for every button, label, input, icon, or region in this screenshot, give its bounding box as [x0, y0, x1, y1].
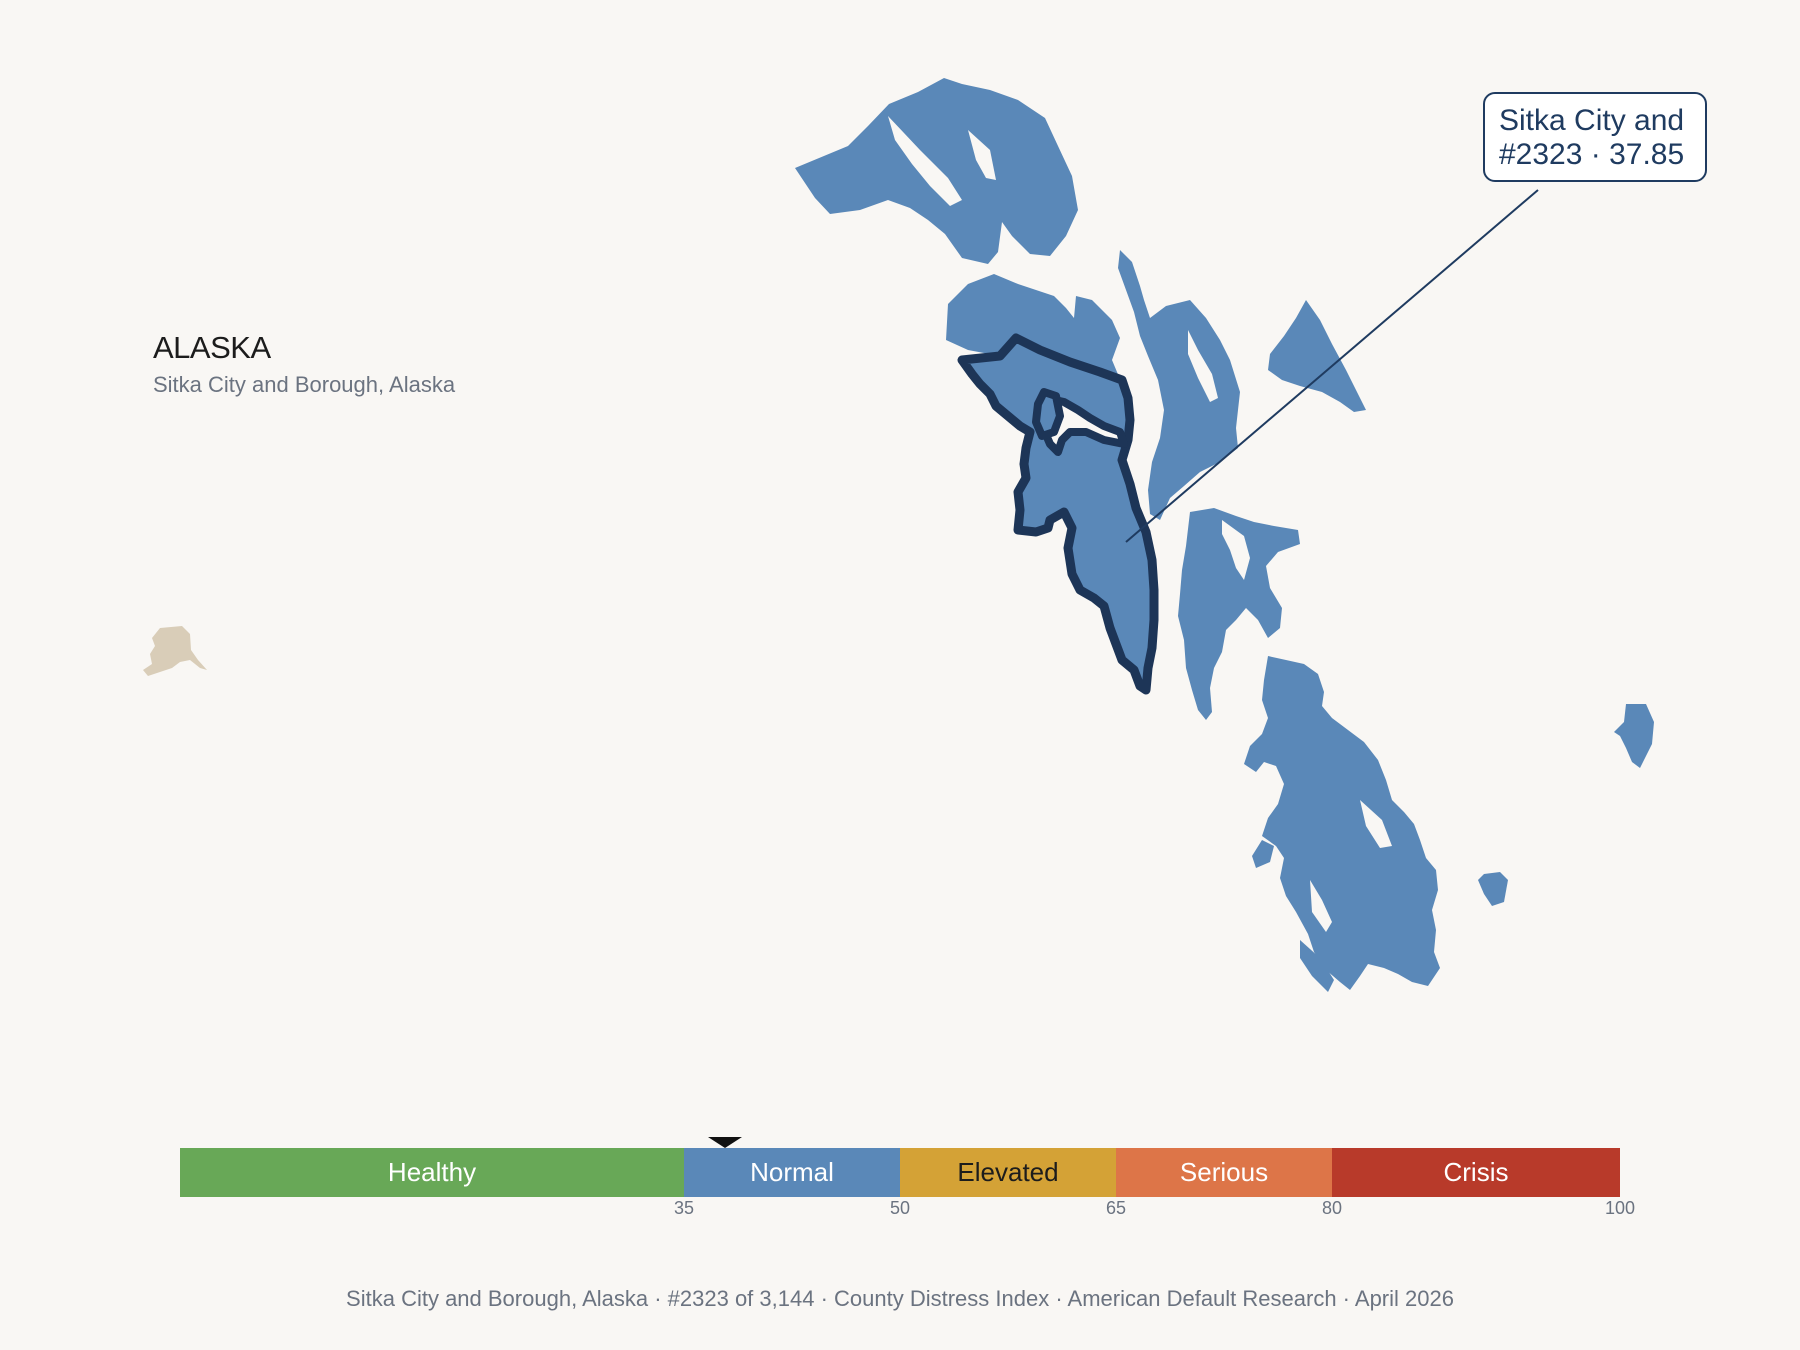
scale-segment-normal: Normal	[684, 1148, 900, 1197]
scale-segment-elevated: Elevated	[900, 1148, 1116, 1197]
footer-credit: Sitka City and Borough, Alaska · #2323 o…	[346, 1286, 1454, 1311]
scale-tick-label: 50	[889, 1198, 911, 1218]
county-mainland-east[interactable]	[1268, 300, 1366, 412]
county-prince-of-wales[interactable]	[1244, 656, 1440, 990]
scale-tick-label: 35	[673, 1198, 695, 1218]
county-callout: Sitka City and #2323 · 37.85	[1483, 92, 1707, 182]
county-petersburg[interactable]	[1178, 508, 1300, 720]
sitka-county[interactable]	[957, 333, 1159, 695]
county-subtitle: Sitka City and Borough, Alaska	[153, 372, 456, 397]
scale-segment-serious: Serious	[1116, 1148, 1332, 1197]
scale-segment-crisis: Crisis	[1332, 1148, 1620, 1197]
alaska-inset-icon	[143, 626, 207, 676]
county-annette[interactable]	[1478, 872, 1508, 906]
scale-segment-healthy: Healthy	[180, 1148, 684, 1197]
scale-tick-label: 100	[1604, 1198, 1636, 1218]
distress-scale: Healthy Normal Elevated Serious Crisis	[180, 1148, 1620, 1198]
state-title: ALASKA	[153, 330, 271, 365]
callout-leader-line	[1125, 189, 1539, 543]
callout-line-name: Sitka City and	[1499, 104, 1685, 137]
scale-tick-label: 80	[1321, 1198, 1343, 1218]
county-east-island[interactable]	[1614, 704, 1654, 768]
callout-line-rank: #2323 · 37.85	[1499, 138, 1685, 171]
scale-tick-label: 65	[1105, 1198, 1127, 1218]
county-chichagof-north[interactable]	[946, 274, 1122, 386]
county-admiralty[interactable]	[1118, 250, 1240, 520]
score-marker-icon	[708, 1137, 743, 1148]
